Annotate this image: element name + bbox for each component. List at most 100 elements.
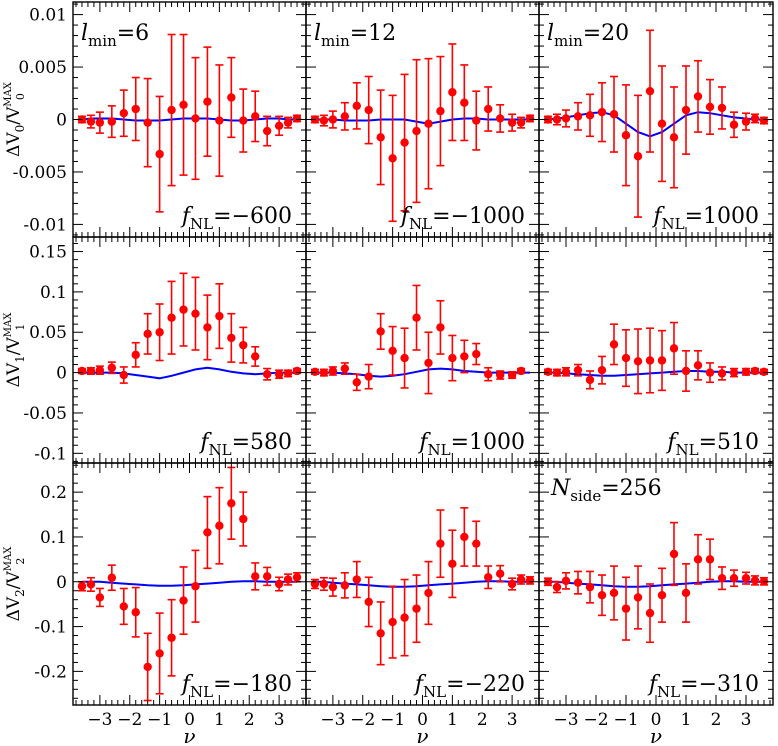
x-tick-label: 2: [244, 710, 255, 730]
data-point: [319, 368, 329, 377]
data-point: [239, 514, 248, 524]
data-point: [364, 372, 373, 381]
panel-plot-area: [77, 33, 302, 213]
nside-label: Nside=256: [550, 476, 662, 505]
panel-plot-area: [77, 272, 302, 384]
data-point: [693, 92, 703, 101]
y-tick-label: 0.1: [40, 283, 67, 303]
data-point: [561, 367, 571, 376]
data-point: [179, 305, 188, 314]
data-point: [573, 112, 583, 121]
data-point: [215, 311, 224, 321]
panel-plot-area: [543, 29, 769, 218]
data-point: [573, 365, 583, 375]
x-tick-label: −2: [350, 710, 375, 730]
data-point: [645, 608, 655, 618]
data-point: [645, 86, 655, 96]
data-point: [319, 116, 329, 125]
data-point: [155, 149, 164, 159]
data-point: [131, 350, 140, 360]
data-point: [179, 100, 188, 110]
data-point: [436, 539, 445, 548]
data-point: [227, 93, 236, 102]
data-point: [495, 370, 505, 380]
data-point: [119, 602, 128, 611]
y-axis-label: ΔV1/VMAX1: [3, 312, 27, 388]
x-tick-label: 2: [711, 710, 722, 730]
data-point: [412, 604, 421, 613]
x-tick-label: 0: [184, 710, 195, 730]
x-tick-label: 1: [447, 710, 458, 730]
data-point: [283, 575, 293, 584]
y-tick-label: 0.15: [29, 243, 67, 263]
data-point: [167, 633, 176, 642]
data-point: [95, 118, 105, 127]
data-point: [472, 116, 481, 125]
data-point: [717, 103, 727, 113]
data-point: [86, 117, 96, 126]
y-tick-label: -0.005: [13, 163, 67, 183]
fnl-label: fNL=580: [198, 430, 292, 459]
x-tick-label: 0: [417, 710, 428, 730]
data-point: [412, 126, 421, 136]
data-point: [657, 591, 667, 600]
data-point: [585, 111, 595, 120]
data-point: [750, 366, 760, 376]
x-tick-label: 0: [651, 710, 662, 730]
y-axis-label: ΔV0/VMAX0: [3, 81, 27, 157]
data-point: [633, 357, 643, 366]
data-point: [400, 613, 409, 622]
data-point: [460, 98, 469, 107]
data-point: [227, 333, 236, 343]
data-point: [155, 328, 164, 337]
fnl-label: fNL=−180: [180, 672, 292, 701]
panel-group: lmin=6 fNL=−600 lmin=12 fNL=−1000 lmin=20 fNL…: [72, 1, 774, 706]
y-tick-label: 0.005: [18, 58, 67, 78]
data-point: [376, 629, 385, 638]
x-tick-label: 2: [477, 710, 488, 730]
x-tick-label: 3: [507, 710, 518, 730]
data-point: [681, 366, 691, 376]
data-point: [86, 580, 96, 589]
data-point: [155, 649, 164, 658]
data-point: [741, 573, 751, 583]
panel-2-2: Nside=256 fNL=−310: [538, 462, 774, 706]
y-tick-label: -0.01: [23, 215, 67, 235]
data-point: [203, 528, 212, 537]
panel-0-2: lmin=20 fNL=1000: [538, 1, 774, 238]
data-point: [191, 114, 200, 123]
data-point: [77, 366, 87, 376]
data-point: [645, 356, 655, 365]
lmin-label: lmin=6: [81, 21, 149, 50]
y-tick-label: -0.05: [23, 404, 67, 424]
panel-plot-area: [543, 521, 769, 644]
x-tick-label: −2: [117, 710, 142, 730]
data-point: [741, 117, 751, 126]
data-point: [283, 369, 293, 378]
data-point: [292, 573, 302, 582]
data-point: [262, 572, 272, 581]
data-point: [621, 604, 631, 613]
panel-1-1: fNL=1000: [305, 236, 540, 464]
data-point: [621, 353, 631, 363]
data-point: [561, 114, 571, 123]
data-point: [227, 499, 236, 508]
data-point: [239, 340, 248, 350]
data-point: [191, 582, 200, 591]
panel-0-1: lmin=12 fNL=−1000: [305, 1, 540, 238]
lmin-label: lmin=12: [314, 21, 396, 50]
y-tick-label: -0.2: [34, 662, 67, 682]
panel-2-1: fNL=−220: [305, 462, 540, 706]
data-point: [657, 119, 667, 128]
x-tick-label: −2: [583, 710, 608, 730]
fnl-label: fNL=510: [665, 430, 759, 459]
panel-plot-area: [310, 43, 535, 223]
data-point: [597, 107, 607, 117]
data-point: [552, 368, 562, 377]
data-point: [495, 114, 505, 123]
data-point: [543, 367, 553, 376]
data-point: [191, 309, 200, 318]
data-point: [717, 573, 727, 583]
data-point: [729, 573, 739, 583]
data-point: [448, 559, 457, 569]
